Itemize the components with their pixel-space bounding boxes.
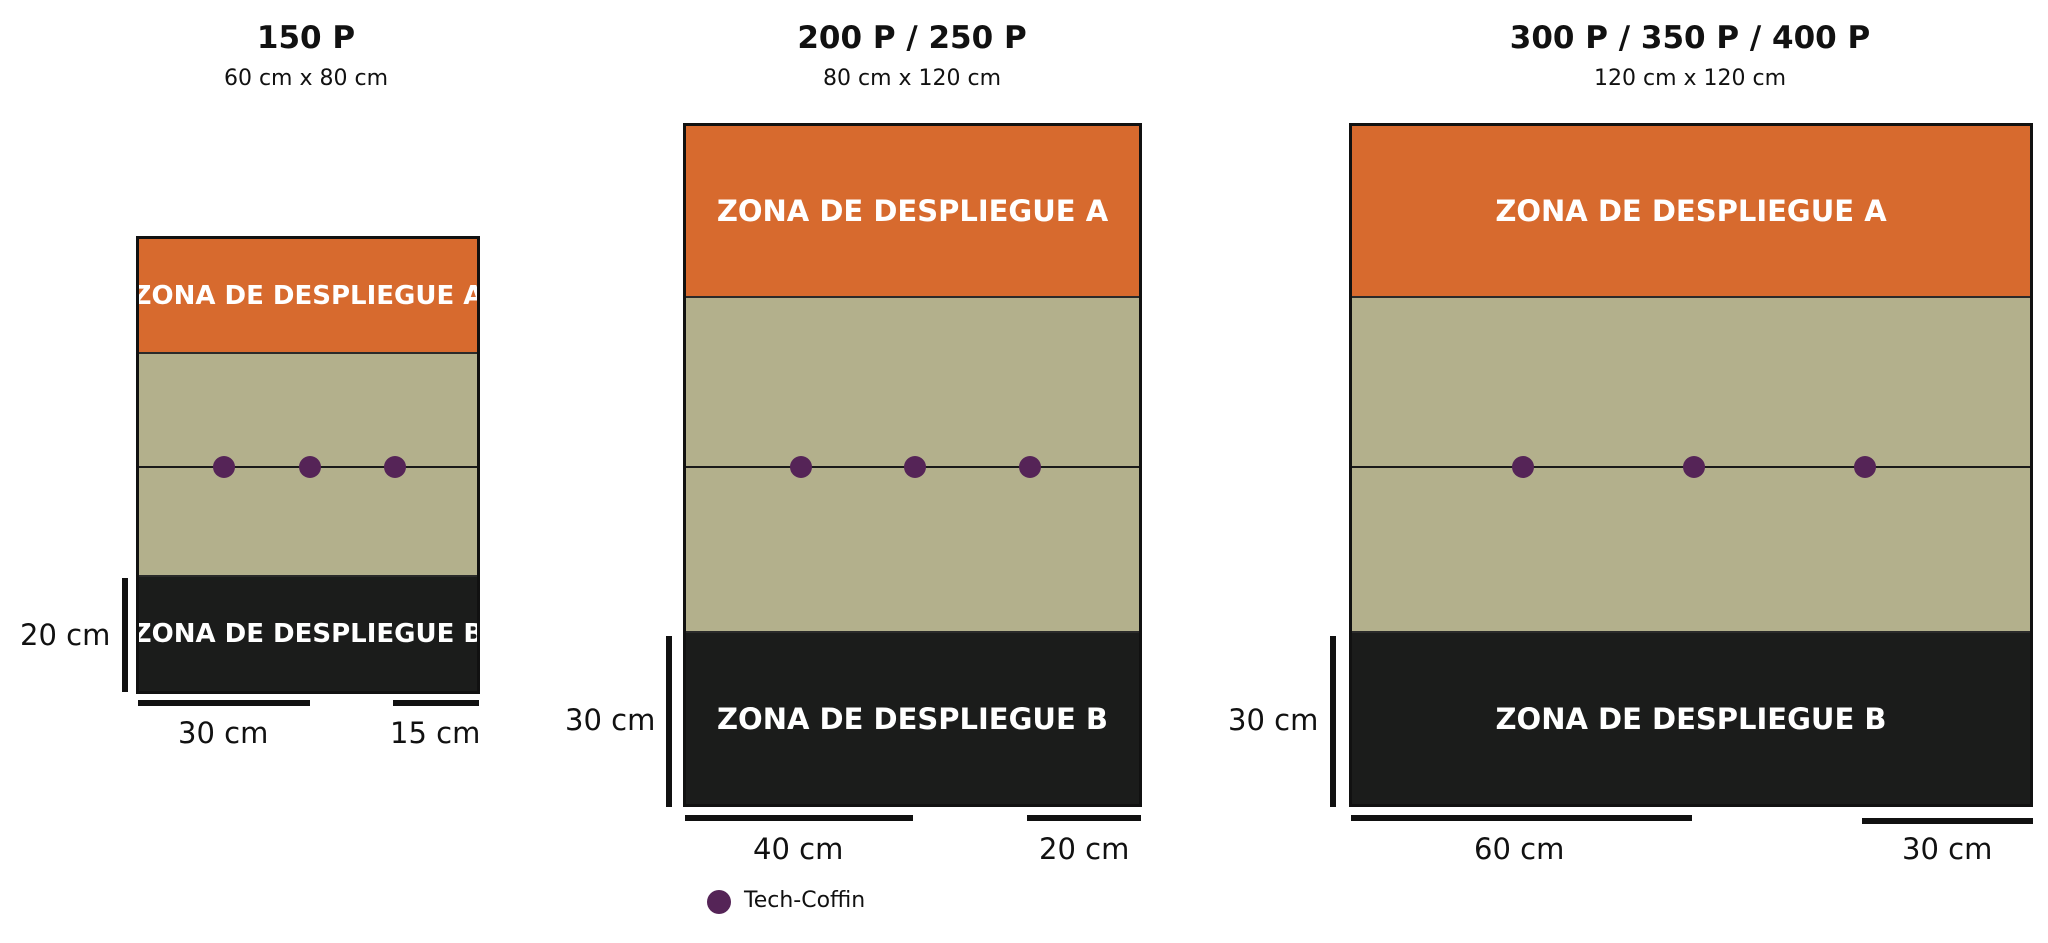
zone-a-label: ZONA DE DESPLIEGUE A bbox=[716, 194, 1109, 228]
zone-b-label: ZONA DE DESPLIEGUE B bbox=[1495, 701, 1887, 736]
edge-measure-bar bbox=[1862, 818, 2033, 824]
deployment-zone-a: ZONA DE DESPLIEGUE A bbox=[686, 126, 1139, 298]
tech-coffin-legend-icon bbox=[707, 890, 731, 914]
legend-label: Tech-Coffin bbox=[744, 888, 866, 913]
tech-coffin-marker bbox=[790, 456, 812, 478]
depth-measure-bar bbox=[122, 578, 128, 692]
map-size: 60 cm x 80 cm bbox=[223, 66, 389, 91]
edge-label: 20 cm bbox=[1039, 832, 1130, 866]
depth-label: 20 cm bbox=[20, 618, 111, 652]
depth-measure-bar bbox=[666, 636, 672, 807]
battlefield: ZONA DE DESPLIEGUE A ZONA DE DESPLIEGUE … bbox=[683, 123, 1142, 807]
tech-coffin-marker bbox=[1854, 456, 1876, 478]
map-title: 200 P / 250 P bbox=[797, 20, 1027, 56]
deployment-zone-b: ZONA DE DESPLIEGUE B bbox=[686, 631, 1139, 804]
tech-coffin-marker bbox=[1019, 456, 1041, 478]
deployment-zone-a: ZONA DE DESPLIEGUE A bbox=[139, 239, 477, 354]
battlefield: ZONA DE DESPLIEGUE A ZONA DE DESPLIEGUE … bbox=[136, 236, 480, 694]
map-size: 120 cm x 120 cm bbox=[1593, 66, 1787, 91]
zone-a-label: ZONA DE DESPLIEGUE A bbox=[1495, 194, 1887, 228]
tech-coffin-marker bbox=[299, 456, 321, 478]
tech-coffin-marker bbox=[213, 456, 235, 478]
spacing-label: 40 cm bbox=[753, 832, 844, 866]
depth-label: 30 cm bbox=[1228, 703, 1319, 737]
tech-coffin-marker bbox=[1512, 456, 1534, 478]
zone-b-label: ZONA DE DESPLIEGUE B bbox=[717, 701, 1108, 736]
depth-label: 30 cm bbox=[565, 703, 656, 737]
tech-coffin-marker bbox=[904, 456, 926, 478]
deployment-zone-b: ZONA DE DESPLIEGUE B bbox=[1352, 631, 2030, 804]
spacing-label: 30 cm bbox=[178, 716, 269, 750]
zone-b-label: ZONA DE DESPLIEGUE B bbox=[136, 619, 480, 649]
depth-measure-bar bbox=[1330, 636, 1336, 807]
tech-coffin-marker bbox=[1683, 456, 1705, 478]
edge-label: 15 cm bbox=[390, 716, 481, 750]
edge-label: 30 cm bbox=[1902, 832, 1993, 866]
deployment-zone-a: ZONA DE DESPLIEGUE A bbox=[1352, 126, 2030, 298]
deployment-zone-b: ZONA DE DESPLIEGUE B bbox=[139, 575, 477, 691]
spacing-measure-bar bbox=[138, 700, 310, 706]
map-title: 300 P / 350 P / 400 P bbox=[1509, 20, 1871, 56]
spacing-measure-bar bbox=[685, 815, 913, 821]
map-size: 80 cm x 120 cm bbox=[822, 66, 1002, 91]
battlefield: ZONA DE DESPLIEGUE A ZONA DE DESPLIEGUE … bbox=[1349, 123, 2033, 807]
edge-measure-bar bbox=[1027, 815, 1141, 821]
spacing-measure-bar bbox=[1351, 815, 1692, 821]
spacing-label: 60 cm bbox=[1474, 832, 1565, 866]
tech-coffin-marker bbox=[384, 456, 406, 478]
zone-a-label: ZONA DE DESPLIEGUE A bbox=[136, 280, 480, 311]
map-title: 150 P bbox=[256, 20, 356, 56]
edge-measure-bar bbox=[393, 700, 479, 706]
